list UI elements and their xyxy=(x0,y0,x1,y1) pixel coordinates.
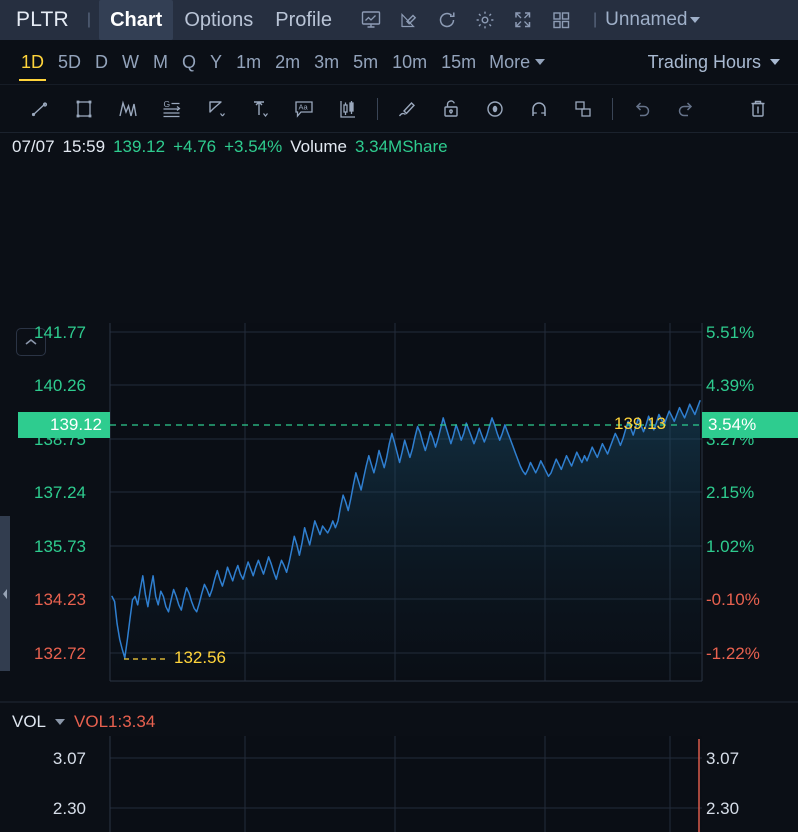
trading-hours-label: Trading Hours xyxy=(647,51,761,72)
volume-panel-header[interactable]: VOL VOL1:3.34 xyxy=(12,712,155,732)
timeframe-3m[interactable]: 3m xyxy=(314,51,340,72)
timeframe-2m[interactable]: 2m xyxy=(275,51,301,72)
timeframe-15m[interactable]: 15m xyxy=(441,51,477,72)
quote-change-percent: +3.54% xyxy=(224,137,283,156)
candle-marker-icon[interactable] xyxy=(326,92,370,126)
tab-profile[interactable]: Profile xyxy=(275,9,332,31)
chevron-up-icon xyxy=(25,338,37,345)
undo-icon[interactable] xyxy=(620,92,664,126)
timeframe-1d[interactable]: 1D xyxy=(14,42,51,83)
timeframe-y[interactable]: Y xyxy=(210,51,223,72)
quote-date: 07/07 xyxy=(12,137,55,156)
chart-svg xyxy=(0,323,798,832)
quote-time: 15:59 xyxy=(62,137,106,156)
timeframe-more-dropdown[interactable]: More xyxy=(483,42,551,83)
collapse-panel-button[interactable] xyxy=(16,328,46,356)
tool-divider-2 xyxy=(612,97,613,120)
symbol-label[interactable]: PLTR xyxy=(16,8,69,31)
layout-name-label: Unnamed xyxy=(605,9,688,30)
current-price-badge-right: 3.54% xyxy=(702,412,798,438)
quote-info-bar: 07/07 15:59 139.12 +4.76 +3.54% Volume 3… xyxy=(0,133,798,161)
drawing-tools-bar: G Aa xyxy=(0,85,798,133)
chart-canvas[interactable]: Trading Hour xyxy=(0,161,798,832)
gann-text-icon[interactable]: G xyxy=(150,92,194,126)
price-line xyxy=(111,400,701,659)
volume-gridlines xyxy=(110,757,702,809)
timeframe-d[interactable]: D xyxy=(95,51,109,72)
chevron-down-icon xyxy=(535,59,546,65)
nav-divider-2: | xyxy=(592,11,598,28)
panel-expand-icon xyxy=(3,588,7,599)
left-drawer-handle[interactable] xyxy=(0,516,10,671)
timeframe-w[interactable]: W xyxy=(122,51,140,72)
cursor-arrow-icon[interactable] xyxy=(194,92,238,126)
clone-icon[interactable] xyxy=(561,92,605,126)
chevron-down-icon xyxy=(689,17,700,23)
current-price-badge-left: 139.12 xyxy=(18,412,110,438)
quote-volume-label: Volume xyxy=(290,137,347,156)
svg-text:Aa: Aa xyxy=(299,102,309,111)
measure-icon[interactable] xyxy=(238,92,282,126)
wave-icon[interactable] xyxy=(106,92,150,126)
fullscreen-icon[interactable] xyxy=(511,8,535,32)
quote-change: +4.76 xyxy=(173,137,217,156)
timeframe-1m[interactable]: 1m xyxy=(236,51,262,72)
grid-layout-icon[interactable] xyxy=(549,8,573,32)
low-price-tag: 132.56 xyxy=(174,648,226,667)
rectangle-icon[interactable] xyxy=(62,92,106,126)
refresh-icon[interactable] xyxy=(435,8,459,32)
quote-price: 139.12 xyxy=(113,137,166,156)
price-area-fill xyxy=(112,400,700,677)
timeframe-bar: 1D 5D D W M Q Y 1m 2m 3m 5m 10m 15m More… xyxy=(0,40,798,85)
tab-options[interactable]: Options xyxy=(184,9,254,31)
quote-volume-value: 3.34MShare xyxy=(354,137,448,156)
prev-close-tag: 139.13 xyxy=(614,414,666,433)
pencil-edit-icon[interactable] xyxy=(397,8,421,32)
tool-divider-1 xyxy=(377,97,378,120)
volume-indicator-value: VOL1:3.34 xyxy=(74,712,156,731)
timeframe-m[interactable]: M xyxy=(153,51,169,72)
tab-chart[interactable]: Chart xyxy=(99,0,174,40)
trendline-icon[interactable] xyxy=(18,92,62,126)
chevron-down-icon[interactable] xyxy=(55,719,66,725)
lock-icon[interactable] xyxy=(429,92,473,126)
svg-text:G: G xyxy=(164,99,171,109)
top-nav-icon-group xyxy=(359,8,573,32)
nav-divider-1: | xyxy=(86,11,92,28)
trash-icon[interactable] xyxy=(736,92,780,126)
timeframe-5d[interactable]: 5D xyxy=(58,51,82,72)
magnet-icon[interactable] xyxy=(517,92,561,126)
eye-icon[interactable] xyxy=(473,92,517,126)
chevron-down-icon xyxy=(770,59,780,65)
trading-hours-dropdown[interactable]: Trading Hours xyxy=(648,52,784,73)
timeframe-5m[interactable]: 5m xyxy=(353,51,379,72)
text-annotation-icon[interactable]: Aa xyxy=(282,92,326,126)
timeframe-q[interactable]: Q xyxy=(182,51,197,72)
chart-monitor-icon[interactable] xyxy=(359,8,383,32)
gear-icon[interactable] xyxy=(473,8,497,32)
volume-indicator-name: VOL xyxy=(12,712,47,731)
timeframe-10m[interactable]: 10m xyxy=(392,51,428,72)
top-navigation-bar: PLTR | Chart Options Profile xyxy=(0,0,798,40)
highlighter-icon[interactable] xyxy=(385,92,429,126)
layout-name-dropdown[interactable]: Unnamed xyxy=(605,9,700,31)
redo-icon[interactable] xyxy=(664,92,708,126)
timeframe-more-label: More xyxy=(489,51,531,72)
